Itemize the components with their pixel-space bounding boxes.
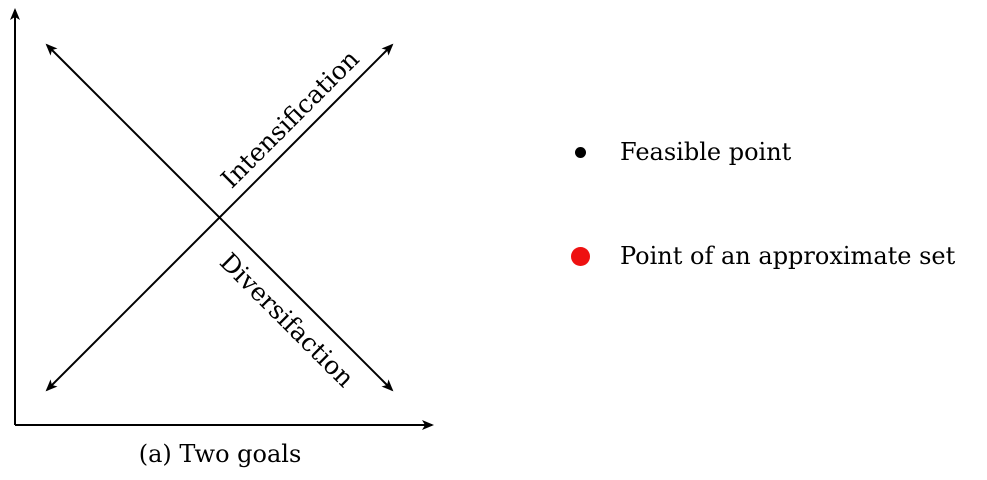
legend-item-feasible-point: Feasible point	[570, 137, 791, 167]
legend-item-approximate-set: Point of an approximate set	[570, 241, 955, 271]
legend-label-feasible-point: Feasible point	[620, 138, 792, 166]
legend-label-approximate-set: Point of an approximate set	[620, 242, 956, 270]
intensification-label: Intensification	[215, 44, 365, 194]
diagram-caption: (a) Two goals	[138, 440, 302, 468]
black-dot-icon	[575, 146, 586, 158]
diversification-label: Diversifaction	[214, 247, 360, 393]
diversification-arrow	[45, 43, 394, 392]
red-dot-icon	[571, 246, 590, 266]
